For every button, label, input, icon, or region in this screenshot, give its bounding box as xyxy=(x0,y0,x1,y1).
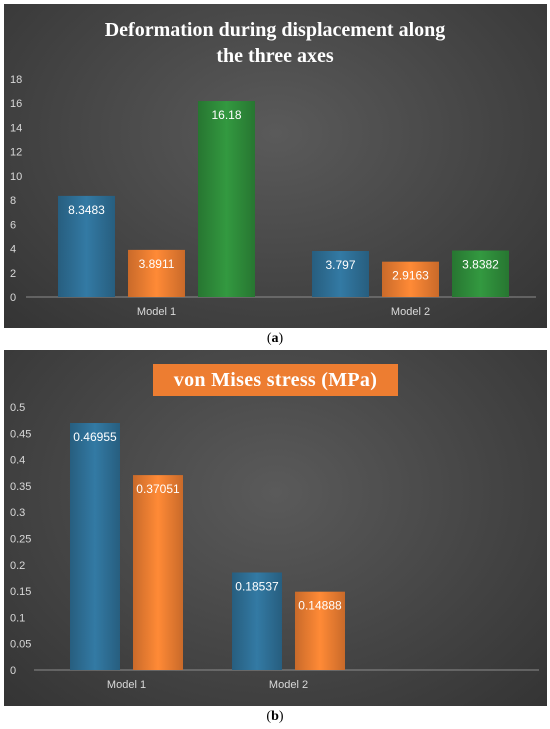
bar-2-series-1 xyxy=(312,251,369,297)
chart-title-line2: the three axes xyxy=(216,45,334,67)
category-label: Model 1 xyxy=(107,679,146,691)
y-tick-label: 0.3 xyxy=(10,507,25,519)
y-tick-label: 2 xyxy=(10,268,16,280)
y-tick-label: 16 xyxy=(10,98,22,110)
y-tick-label: 6 xyxy=(10,219,16,231)
deformation-chart: Deformation during displacement along th… xyxy=(10,19,536,318)
y-tick-label: 0.25 xyxy=(10,534,31,546)
y-tick-label: 8 xyxy=(10,195,16,207)
chart-title: von Mises stress (MPa) xyxy=(153,364,398,396)
data-label: 0.18537 xyxy=(235,579,279,593)
y-tick-label: 0 xyxy=(10,292,16,304)
bar-2-series-1 xyxy=(232,572,282,670)
data-label: 0.46955 xyxy=(73,430,117,444)
bar-2-series-2 xyxy=(295,591,345,670)
category-label: Model 1 xyxy=(137,306,176,318)
bar-1-series-1 xyxy=(58,195,115,297)
bar-1-series-2 xyxy=(128,249,185,297)
data-label: 3.797 xyxy=(325,258,355,272)
y-tick-label: 0.4 xyxy=(10,455,25,467)
y-tick-label: 18 xyxy=(10,74,22,86)
bar-2-series-3 xyxy=(452,250,509,297)
panel-a-caption: (a) xyxy=(266,331,284,346)
von-mises-chart: 0 0.05 0.1 0.15 0.2 0.25 0.3 0.35 0.4 0.45 0.5 0.46… xyxy=(10,402,539,691)
chart-panel-b: 0 0.05 0.1 0.15 0.2 0.25 0.3 0.35 0.4 0.45 0.5 0.46… xyxy=(4,350,547,706)
y-tick-label: 0.2 xyxy=(10,560,25,572)
chart-panel-a: Deformation during displacement along th… xyxy=(4,4,547,328)
category-label: Model 2 xyxy=(269,679,308,691)
data-label: 3.8382 xyxy=(462,258,499,272)
category-label: Model 2 xyxy=(391,306,430,318)
bar-1-series-2 xyxy=(133,475,183,670)
data-label: 8.3483 xyxy=(68,203,105,217)
y-tick-label: 0.45 xyxy=(10,428,31,440)
y-tick-label: 14 xyxy=(10,122,22,134)
data-label: 2.9163 xyxy=(392,269,429,283)
y-tick-label: 0.5 xyxy=(10,402,25,414)
data-label: 0.14888 xyxy=(298,599,342,613)
bar-1-series-1 xyxy=(70,423,120,670)
y-tick-label: 0 xyxy=(10,665,16,677)
data-label: 3.8911 xyxy=(139,257,175,271)
data-label: 16.18 xyxy=(211,108,241,122)
y-tick-label: 0.1 xyxy=(10,612,25,624)
bar-2-series-2 xyxy=(382,261,439,297)
y-tick-label: 4 xyxy=(10,244,16,256)
chart-title-line1: Deformation during displacement along xyxy=(105,19,446,41)
data-label: 0.37051 xyxy=(136,482,180,496)
y-tick-label: 0.05 xyxy=(10,639,31,651)
panel-b-caption: (b) xyxy=(266,709,284,724)
bar-1-series-3 xyxy=(198,101,255,297)
y-tick-label: 0.35 xyxy=(10,481,31,493)
y-tick-label: 0.15 xyxy=(10,586,31,598)
y-tick-label: 12 xyxy=(10,147,22,159)
y-tick-label: 10 xyxy=(10,171,22,183)
